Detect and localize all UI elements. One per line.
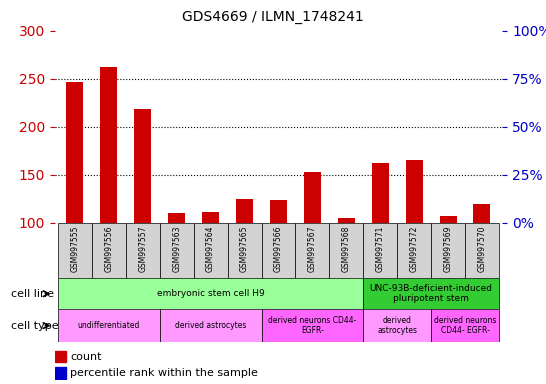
Bar: [406, 161, 423, 319]
Bar: [55, 367, 66, 379]
Text: undifferentiated: undifferentiated: [78, 321, 140, 330]
Text: derived
astrocytes: derived astrocytes: [377, 316, 417, 335]
Text: embryonic stem cell H9: embryonic stem cell H9: [157, 289, 264, 298]
Text: UNC-93B-deficient-induced
pluripotent stem: UNC-93B-deficient-induced pluripotent st…: [370, 284, 492, 303]
Bar: [440, 216, 456, 319]
FancyBboxPatch shape: [329, 223, 363, 278]
Text: GSM997572: GSM997572: [410, 225, 419, 272]
Text: GSM997563: GSM997563: [172, 225, 181, 272]
FancyBboxPatch shape: [58, 223, 92, 278]
Text: GSM997569: GSM997569: [443, 225, 453, 272]
Bar: [100, 67, 117, 319]
Text: GSM997568: GSM997568: [342, 225, 351, 272]
FancyBboxPatch shape: [262, 223, 295, 278]
Bar: [338, 218, 355, 319]
Text: count: count: [70, 352, 102, 362]
Text: cell line: cell line: [11, 289, 54, 299]
Text: GSM997565: GSM997565: [240, 225, 249, 272]
FancyBboxPatch shape: [363, 278, 499, 309]
FancyBboxPatch shape: [194, 223, 228, 278]
Text: derived neurons
CD44- EGFR-: derived neurons CD44- EGFR-: [434, 316, 496, 335]
Text: GSM997555: GSM997555: [70, 225, 80, 272]
Text: GSM997557: GSM997557: [138, 225, 147, 272]
Bar: [473, 205, 490, 319]
Text: GSM997566: GSM997566: [274, 225, 283, 272]
Bar: [270, 200, 287, 319]
FancyBboxPatch shape: [92, 223, 126, 278]
Text: GSM997556: GSM997556: [104, 225, 114, 272]
Bar: [372, 163, 389, 319]
FancyBboxPatch shape: [228, 223, 262, 278]
Text: percentile rank within the sample: percentile rank within the sample: [70, 368, 258, 378]
FancyBboxPatch shape: [397, 223, 431, 278]
FancyBboxPatch shape: [431, 309, 499, 342]
FancyBboxPatch shape: [58, 309, 160, 342]
Text: cell type: cell type: [11, 321, 58, 331]
Text: GSM997571: GSM997571: [376, 225, 385, 272]
Bar: [55, 351, 66, 362]
Text: derived astrocytes: derived astrocytes: [175, 321, 246, 330]
Bar: [67, 82, 84, 319]
FancyBboxPatch shape: [160, 309, 262, 342]
Bar: [202, 212, 219, 319]
FancyBboxPatch shape: [126, 223, 160, 278]
FancyBboxPatch shape: [295, 223, 329, 278]
Bar: [304, 172, 321, 319]
Bar: [168, 213, 185, 319]
FancyBboxPatch shape: [58, 278, 363, 309]
Text: GSM997564: GSM997564: [206, 225, 215, 272]
Bar: [236, 199, 253, 319]
FancyBboxPatch shape: [160, 223, 194, 278]
Text: GSM997570: GSM997570: [477, 225, 486, 272]
Text: GSM997567: GSM997567: [308, 225, 317, 272]
FancyBboxPatch shape: [465, 223, 499, 278]
FancyBboxPatch shape: [363, 223, 397, 278]
FancyBboxPatch shape: [262, 309, 363, 342]
FancyBboxPatch shape: [431, 223, 465, 278]
Bar: [134, 109, 151, 319]
FancyBboxPatch shape: [363, 309, 431, 342]
Text: derived neurons CD44-
EGFR-: derived neurons CD44- EGFR-: [268, 316, 357, 335]
Text: GDS4669 / ILMN_1748241: GDS4669 / ILMN_1748241: [182, 10, 364, 23]
